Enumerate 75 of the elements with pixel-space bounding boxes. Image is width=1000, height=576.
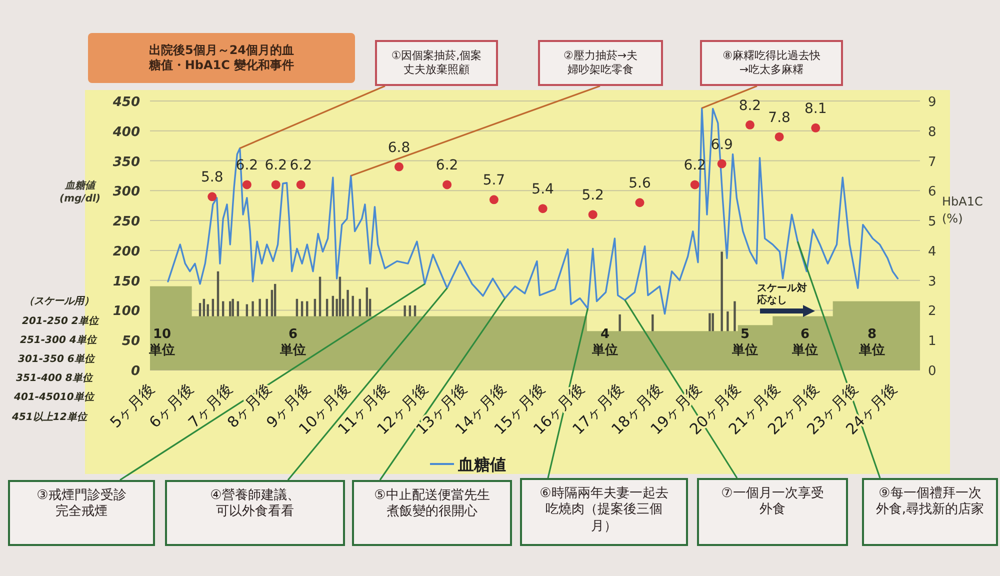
y2-tick-label: 4: [928, 244, 936, 260]
point: [588, 210, 598, 220]
y2-tick-label: 1: [928, 334, 936, 350]
annotation: 4単位: [591, 326, 618, 358]
data-label: 6.2: [436, 158, 458, 174]
data-label: 5.6: [628, 176, 651, 192]
point: [394, 162, 404, 172]
data-label: 6.2: [264, 158, 287, 174]
annotation: ④營養師建議、可以外食看看: [209, 488, 301, 520]
y-axis-title: 血糖値 (mg/dl): [60, 180, 100, 204]
data-label: 8.2: [738, 98, 762, 114]
point: [717, 159, 726, 168]
point: [811, 123, 820, 132]
data-label: 5.4: [532, 182, 554, 198]
y2-tick-label: 5: [928, 214, 936, 230]
point: [690, 180, 700, 190]
point: [635, 198, 644, 208]
point: [489, 195, 498, 204]
annotation: 10単位: [148, 326, 175, 358]
y-tick-label: 150: [112, 274, 140, 290]
y2-tick-label: 7: [928, 154, 936, 170]
annotation: ⑦一個月一次享受外食: [720, 486, 825, 518]
y-tick-label: 0: [130, 364, 140, 379]
y2-tick-label: 8: [928, 124, 936, 140]
annotation: 6単位: [279, 326, 306, 358]
annotation: ③戒煙門診受診完全戒煙: [36, 488, 128, 520]
y-tick-label: 100: [112, 304, 140, 320]
text: 301-350 6単位: [18, 354, 94, 365]
annotation: ⑧麻糬吃得比過去快→吃太多麻糬: [722, 49, 822, 77]
y-tick-label: 350: [112, 154, 140, 170]
text: 251-300 4単位: [20, 335, 96, 346]
y2-tick-label: 2: [928, 304, 936, 320]
legend: 血糖値: [430, 455, 506, 474]
annotation: ⑥時隔兩年夫妻一起去吃燒肉（提案後三個月）: [538, 486, 670, 535]
point: [271, 180, 280, 190]
y2-tick-label: 3: [928, 274, 936, 290]
point: [538, 204, 548, 214]
y-tick-label: 400: [112, 124, 140, 140]
text: （スケール用）: [24, 296, 94, 307]
chart-title: 出院後5個月～24個月的血糖值・HbA1C 變化和事件: [148, 43, 296, 73]
text: 351-400 8単位: [16, 373, 92, 384]
data-label: 5.2: [582, 188, 604, 204]
annotation: ⑤中止配送便當先生煮飯變的很開心: [373, 488, 491, 520]
point: [442, 180, 452, 190]
data-label: 5.8: [201, 170, 224, 186]
data-label: 6.8: [388, 140, 410, 156]
data-label: 5.7: [482, 172, 506, 189]
y-tick-label: 250: [112, 214, 140, 230]
y-tick-label: 450: [112, 95, 140, 110]
point: [774, 132, 784, 142]
annotation: スケール対応なし: [757, 283, 807, 306]
y2-axis-title: HbA1C (%): [942, 194, 983, 226]
y-tick-label: 50: [122, 334, 140, 350]
text: 451以上12単位: [12, 412, 87, 423]
point: [242, 180, 252, 190]
y2-tick-label: 9: [928, 95, 936, 110]
point: [745, 120, 754, 130]
annotation: 8単位: [858, 326, 885, 358]
annotation: 5単位: [731, 326, 758, 358]
y2-tick-label: 6: [928, 184, 936, 200]
text: 401-45010単位: [14, 392, 94, 403]
annotation: 6単位: [791, 326, 818, 358]
annotation: ①因個案抽菸,個案丈夫放棄照顧: [390, 49, 483, 77]
data-label: 6.2: [290, 158, 312, 174]
annotation: ⑨每一個禮拜一次外食,尋找新的店家: [874, 486, 986, 518]
data-label: 7.8: [768, 110, 790, 126]
point: [208, 192, 217, 202]
y2-tick-label: 0: [928, 364, 936, 379]
y-tick-label: 300: [112, 184, 140, 200]
y-tick-label: 200: [112, 244, 140, 260]
legend-label: 血糖値: [457, 455, 506, 474]
annotation: ②壓力抽菸→夫婦吵架吃零食: [562, 49, 639, 77]
text: 201-250 2単位: [22, 316, 98, 327]
data-label: 8.1: [804, 100, 827, 117]
point: [296, 180, 306, 190]
